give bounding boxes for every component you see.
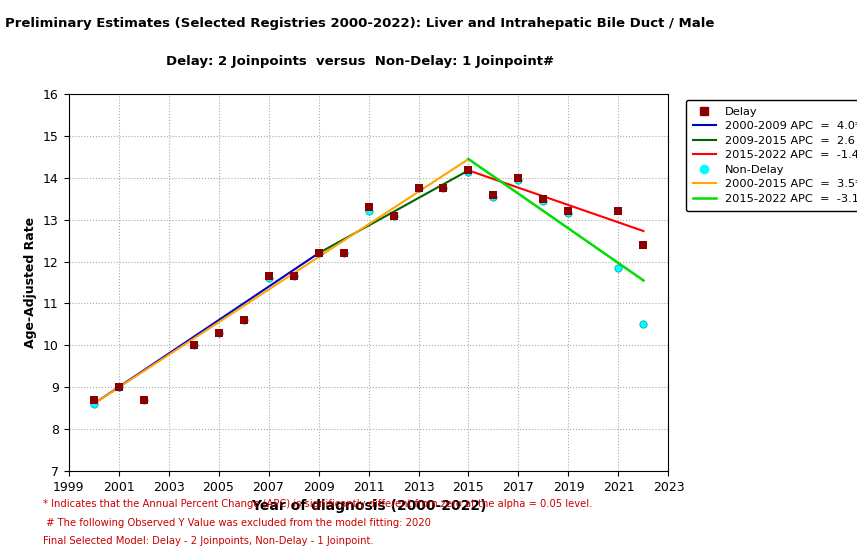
Point — [362, 203, 375, 212]
Point — [411, 184, 425, 193]
Point — [637, 320, 650, 329]
Point — [612, 207, 626, 216]
Point — [462, 167, 476, 176]
Point — [512, 173, 525, 182]
Point — [137, 396, 151, 404]
Text: Final Selected Model: Delay - 2 Joinpoints, Non-Delay - 1 Joinpoint.: Final Selected Model: Delay - 2 Joinpoin… — [43, 536, 374, 546]
Point — [487, 192, 500, 201]
Point — [387, 211, 400, 220]
Point — [111, 383, 125, 392]
Text: # The following Observed Y Value was excluded from the model fitting: 2020: # The following Observed Y Value was exc… — [43, 518, 431, 528]
Point — [237, 316, 250, 325]
Point — [212, 329, 225, 337]
Point — [561, 207, 575, 216]
Point — [261, 274, 275, 283]
Point — [536, 197, 550, 206]
Point — [286, 272, 300, 281]
Point — [137, 396, 151, 404]
Point — [411, 184, 425, 193]
Point — [337, 249, 351, 258]
Point — [362, 207, 375, 216]
Text: * Indicates that the Annual Percent Change (APC) is significantly different from: * Indicates that the Annual Percent Chan… — [43, 499, 592, 509]
Point — [561, 209, 575, 218]
Point — [87, 396, 100, 404]
X-axis label: Year of diagnosis (2000-2022): Year of diagnosis (2000-2022) — [251, 499, 486, 513]
Point — [337, 249, 351, 258]
Text: Preliminary Estimates (Selected Registries 2000-2022): Liver and Intrahepatic Bi: Preliminary Estimates (Selected Registri… — [5, 17, 715, 29]
Y-axis label: Age-Adjusted Rate: Age-Adjusted Rate — [24, 217, 38, 348]
Point — [637, 240, 650, 249]
Point — [187, 341, 201, 350]
Point — [187, 341, 201, 350]
Point — [261, 272, 275, 281]
Point — [237, 316, 250, 325]
Point — [512, 176, 525, 184]
Point — [462, 165, 476, 174]
Point — [87, 399, 100, 408]
Text: Delay: 2 Joinpoints  versus  Non-Delay: 1 Joinpoint#: Delay: 2 Joinpoints versus Non-Delay: 1 … — [166, 55, 554, 68]
Point — [487, 190, 500, 199]
Point — [437, 184, 451, 193]
Point — [536, 194, 550, 203]
Point — [212, 329, 225, 337]
Point — [286, 272, 300, 281]
Point — [387, 211, 400, 220]
Point — [612, 264, 626, 273]
Point — [312, 249, 326, 258]
Point — [437, 184, 451, 193]
Point — [111, 383, 125, 392]
Point — [312, 249, 326, 258]
Legend: Delay, 2000-2009 APC  =  4.0*, 2009-2015 APC  =  2.6, 2015-2022 APC  =  -1.4*, N: Delay, 2000-2009 APC = 4.0*, 2009-2015 A… — [686, 100, 857, 211]
